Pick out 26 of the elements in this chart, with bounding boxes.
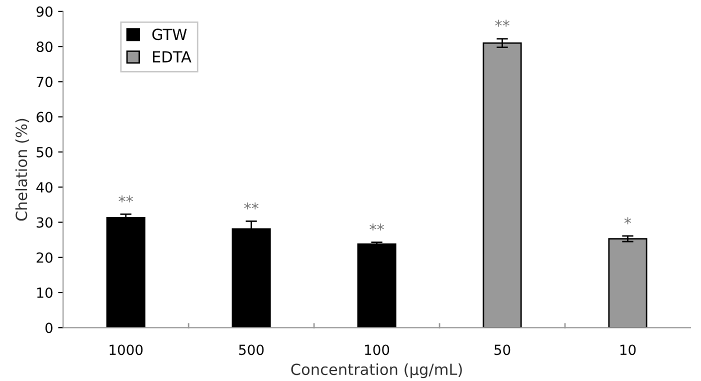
annotation: ** bbox=[495, 20, 510, 27]
legend-label: EDTA bbox=[152, 51, 192, 62]
x-axis-title: Concentration (µg/mL) bbox=[291, 363, 462, 378]
bar bbox=[106, 216, 146, 328]
x-tick-label: 100 bbox=[365, 344, 390, 356]
y-tick-label: 50 bbox=[36, 146, 52, 158]
y-axis-title: Chelation (%) bbox=[15, 118, 29, 221]
y-tick-label: 60 bbox=[36, 112, 52, 122]
annotation: ** bbox=[118, 195, 134, 202]
x-tick-label: 10 bbox=[620, 344, 636, 356]
y-tick-label: 30 bbox=[36, 217, 52, 228]
annotation: * bbox=[624, 217, 632, 224]
legend-label: GTW bbox=[152, 28, 187, 40]
x-tick-label: 50 bbox=[494, 344, 510, 356]
y-tick-label: 70 bbox=[36, 76, 52, 88]
y-tick-label: 20 bbox=[36, 252, 52, 263]
x-tick-label: 1000 bbox=[110, 344, 143, 356]
x-tick-label: 500 bbox=[239, 344, 264, 356]
annotation: ** bbox=[370, 224, 384, 231]
y-tick-label: 10 bbox=[37, 287, 52, 298]
bar bbox=[357, 243, 396, 328]
annotation: ** bbox=[244, 202, 258, 210]
y-tick-label: 0 bbox=[45, 322, 52, 334]
y-tick-label: 40 bbox=[36, 182, 52, 193]
y-tick-label: 80 bbox=[36, 42, 52, 52]
y-tick-label: 90 bbox=[36, 6, 52, 17]
